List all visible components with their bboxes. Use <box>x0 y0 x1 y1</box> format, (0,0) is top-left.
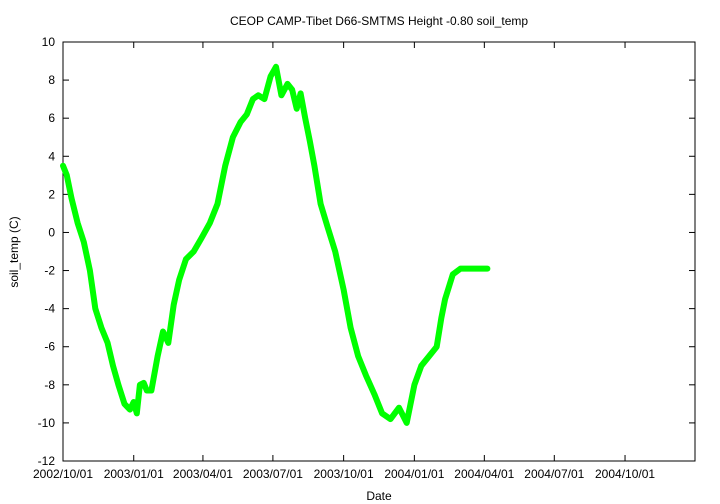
x-tick-label: 2004/07/01 <box>524 467 584 481</box>
y-tick-label: 6 <box>48 111 55 125</box>
y-tick-label: 0 <box>48 225 55 239</box>
x-axis-ticks: 2002/10/01 2003/01/01 2003/04/01 2003/07/01… <box>33 42 655 481</box>
y-tick-label: 8 <box>48 73 55 87</box>
x-tick-label: 2002/10/01 <box>33 467 93 481</box>
x-tick-label: 2003/01/01 <box>104 467 164 481</box>
x-axis-label: Date <box>366 489 392 503</box>
y-axis-ticks: -12 -10 -8 -6 -4 -2 0 2 4 6 8 10 <box>38 35 695 468</box>
y-tick-label: -8 <box>44 378 55 392</box>
x-tick-label: 2003/07/01 <box>243 467 303 481</box>
series-layer <box>60 63 491 426</box>
x-tick-label: 2004/04/01 <box>454 467 514 481</box>
soil-temp-series-line <box>60 63 491 426</box>
chart-title: CEOP CAMP-Tibet D66-SMTMS Height -0.80 s… <box>230 14 528 28</box>
y-tick-label: 10 <box>42 35 56 49</box>
plot-frame <box>62 41 696 462</box>
y-tick-label: -2 <box>44 264 55 278</box>
y-tick-label: -6 <box>44 340 55 354</box>
x-tick-label: 2003/10/01 <box>314 467 374 481</box>
y-tick-label: -12 <box>38 454 56 468</box>
x-tick-label: 2004/01/01 <box>384 467 444 481</box>
y-tick-label: -10 <box>38 416 56 430</box>
x-tick-label: 2004/10/01 <box>595 467 655 481</box>
x-tick-label: 2003/04/01 <box>173 467 233 481</box>
y-axis-label: soil_temp (C) <box>7 216 21 287</box>
y-tick-label: 4 <box>48 149 55 163</box>
y-tick-label: -4 <box>44 302 55 316</box>
y-tick-label: 2 <box>48 187 55 201</box>
